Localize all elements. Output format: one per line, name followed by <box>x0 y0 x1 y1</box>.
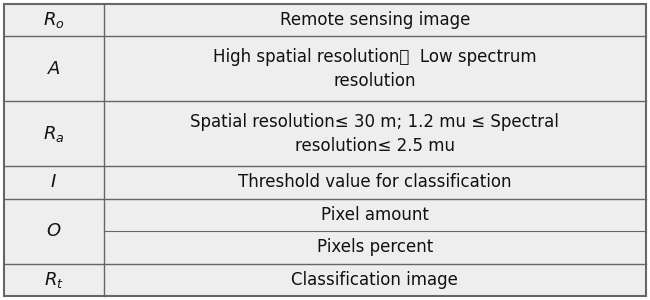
Text: Pixels percent: Pixels percent <box>317 238 433 256</box>
Text: $R_o$: $R_o$ <box>43 10 64 30</box>
Text: Remote sensing image: Remote sensing image <box>280 11 470 29</box>
Text: $I$: $I$ <box>50 173 57 191</box>
Text: Spatial resolution≤ 30 m; 1.2 mu ≤ Spectral
resolution≤ 2.5 mu: Spatial resolution≤ 30 m; 1.2 mu ≤ Spect… <box>190 113 559 154</box>
Text: $O$: $O$ <box>46 222 62 240</box>
Text: Pixel amount: Pixel amount <box>321 206 429 224</box>
Text: Classification image: Classification image <box>291 271 458 289</box>
Text: $R_a$: $R_a$ <box>43 124 64 144</box>
Text: $R_t$: $R_t$ <box>44 270 64 290</box>
Text: $A$: $A$ <box>47 60 60 78</box>
Text: Threshold value for classification: Threshold value for classification <box>238 173 512 191</box>
Text: High spatial resolution；  Low spectrum
resolution: High spatial resolution； Low spectrum re… <box>213 48 536 90</box>
